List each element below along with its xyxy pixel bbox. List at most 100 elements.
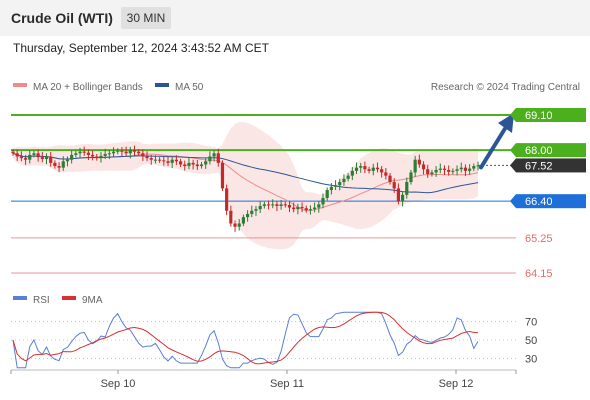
candle-body: [74, 153, 78, 155]
candle-body: [191, 162, 195, 165]
candle-body: [141, 153, 145, 157]
instrument-title: Crude Oil (WTI): [11, 10, 113, 26]
x-tick-label: Sep 12: [439, 378, 474, 390]
candle-body: [380, 169, 384, 173]
rsi-legend-label: RSI: [33, 295, 50, 306]
forecast-arrow-shaft: [479, 125, 508, 170]
candle-body: [128, 150, 132, 154]
ma50-legend-label: MA 50: [175, 82, 204, 93]
interval-button[interactable]: 30 MIN: [121, 7, 171, 29]
candle-body: [262, 204, 266, 206]
candle-body: [333, 185, 338, 187]
candles: [11, 145, 480, 232]
candle-body: [19, 156, 23, 159]
x-tick-label: Sep 10: [101, 378, 136, 390]
candle-body: [367, 169, 371, 171]
candle-body: [313, 207, 317, 210]
candle-body: [476, 165, 480, 167]
level-label-68-00: 68.00: [525, 145, 553, 157]
candle-body: [266, 204, 271, 206]
candle-body: [300, 206, 304, 209]
candle-body: [359, 166, 363, 168]
candle-body: [90, 154, 95, 157]
level-badge-67-52: [516, 158, 586, 173]
candle-body: [53, 162, 57, 167]
candle-body: [287, 205, 292, 208]
rsi-legend-swatch: [13, 296, 27, 300]
9ma-legend-swatch: [62, 296, 76, 300]
candle-body: [463, 167, 468, 171]
level-badge-pointer: [510, 158, 516, 173]
candle-body: [153, 159, 158, 161]
candle-body: [250, 210, 254, 214]
candle-body: [107, 153, 111, 155]
candle-body: [15, 153, 19, 157]
candle-body: [304, 208, 308, 211]
candle-body: [65, 159, 70, 162]
candle-body: [447, 169, 451, 172]
candle-body: [229, 210, 233, 224]
candle-body: [204, 161, 208, 165]
credit-label: Research © 2024 Trading Central: [431, 82, 580, 93]
candle-body: [405, 182, 409, 195]
ma50-legend-swatch: [155, 83, 169, 87]
candle-body: [162, 160, 166, 162]
candle-body: [468, 168, 472, 171]
level-badge-pointer: [510, 194, 516, 209]
candle-body: [137, 151, 141, 154]
candle-body: [225, 188, 229, 211]
candle-body: [124, 151, 128, 154]
candle-body: [283, 204, 287, 206]
candle-body: [187, 162, 191, 167]
candle-body: [195, 164, 199, 167]
candle-body: [271, 204, 275, 206]
candle-body: [178, 161, 183, 165]
candle-body: [254, 209, 258, 211]
candle-body: [132, 150, 137, 152]
level-label-65-25: 65.25: [525, 233, 553, 245]
candle-body: [44, 156, 49, 160]
header-bar: Crude Oil (WTI) 30 MIN: [0, 0, 590, 36]
candle-body: [82, 151, 86, 153]
candle-body: [342, 178, 346, 183]
bollinger-band-area: [13, 122, 478, 250]
candle-body: [350, 170, 354, 176]
candle-body: [472, 166, 476, 169]
candle-body: [174, 159, 178, 162]
candle-body: [70, 154, 74, 160]
candle-body: [111, 151, 116, 154]
candle-body: [384, 172, 388, 176]
candle-body: [199, 164, 204, 167]
candle-body: [338, 182, 342, 186]
bollinger-band: [13, 122, 478, 250]
candle-body: [400, 194, 405, 202]
level-badge-66-40: [516, 194, 586, 209]
candle-body: [413, 159, 417, 173]
candle-body: [459, 167, 463, 170]
candle-body: [149, 158, 153, 160]
candle-body: [78, 151, 82, 154]
candle-body: [99, 155, 103, 159]
candle-body: [438, 168, 442, 170]
level-badge-69-10: [516, 108, 586, 122]
candle-body: [409, 172, 413, 183]
candle-body: [220, 162, 225, 189]
candle-body: [145, 156, 149, 159]
x-axis: Sep 10 Sep 11 Sep 12: [10, 370, 517, 390]
ma50-line: [12, 152, 479, 194]
x-tick-label: Sep 11: [270, 378, 304, 390]
candle-body: [170, 159, 174, 163]
candle-body: [28, 154, 32, 160]
candle-body: [183, 164, 187, 167]
candle-body: [317, 204, 321, 208]
rsi-line: [12, 311, 479, 369]
candle-body: [308, 209, 313, 211]
candle-body: [363, 166, 367, 170]
level-labels: 69.10 68.00 67.52 66.40 65.25 64.15: [510, 108, 586, 280]
9ma-legend-label: 9MA: [82, 295, 103, 306]
candle-body: [216, 153, 220, 163]
moving-averages: [12, 152, 479, 212]
candle-body: [388, 175, 392, 183]
candle-body: [120, 150, 124, 152]
